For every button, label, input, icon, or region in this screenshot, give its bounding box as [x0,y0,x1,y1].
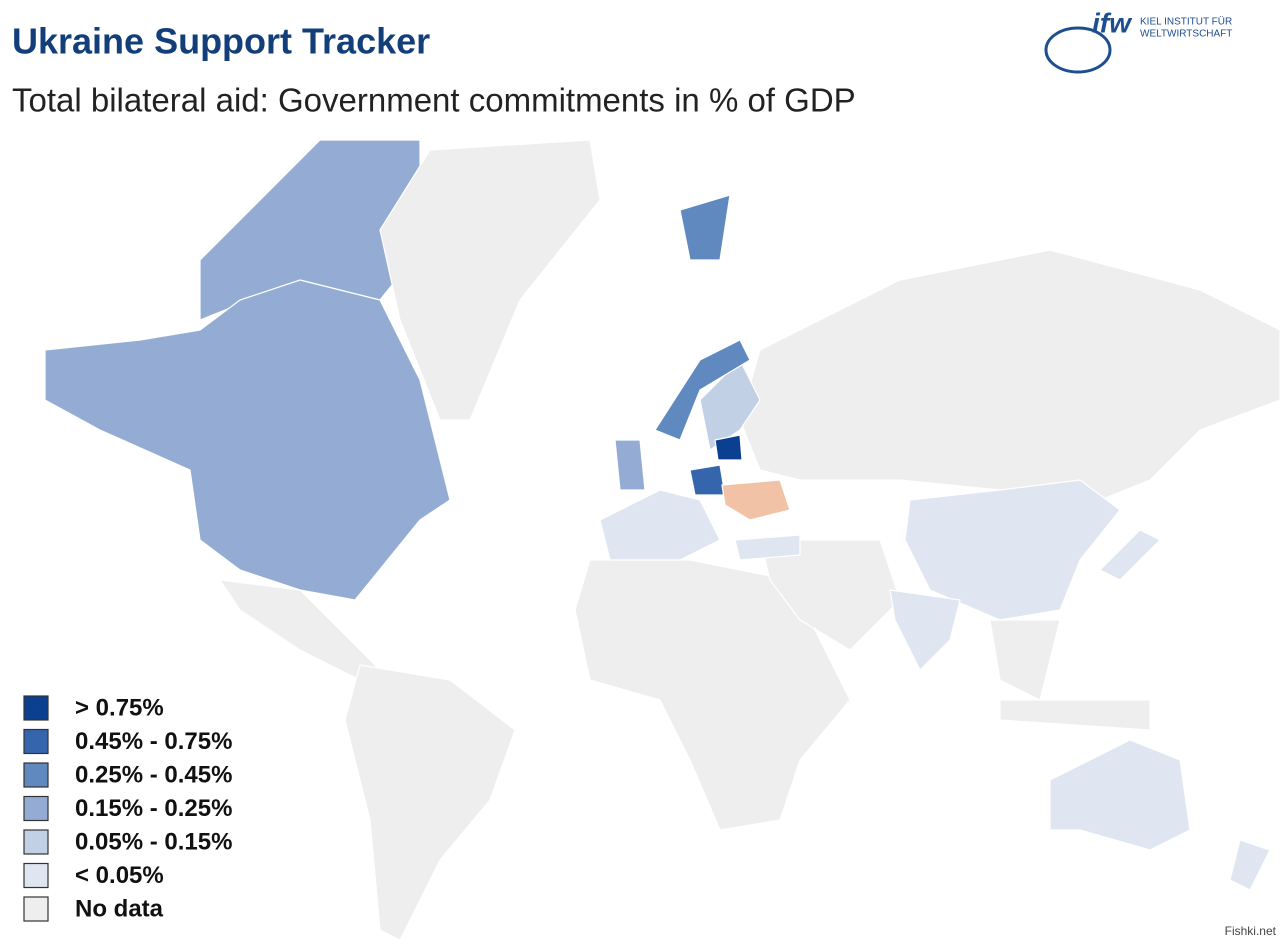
legend-swatch [23,728,49,755]
turkey [734,534,801,561]
legend-swatch [23,896,49,922]
russia [739,249,1280,501]
ukraine [721,479,791,521]
legend-swatch [23,829,49,855]
japan [1098,529,1162,581]
australia [1049,739,1191,851]
logo: ifw KIEL INSTITUT FÜR WELTWIRTSCHAFT [1044,7,1232,74]
poland [689,464,726,496]
subtitle: Total bilateral aid: Government commitme… [12,82,856,119]
legend-swatch [23,795,49,822]
southeast-asia [989,619,1061,701]
legend-label: 0.45% - 0.75% [75,728,232,755]
svalbard [679,194,731,261]
logo-globe [1044,26,1112,74]
legend-swatch [23,862,49,889]
legend: > 0.75% 0.45% - 0.75% 0.25% - 0.45% 0.15% -… [23,694,232,922]
united-kingdom [614,439,646,491]
baltics [714,434,743,461]
legend-label: > 0.75% [75,694,164,721]
legend-label: No data [75,895,164,922]
title: Ukraine Support Tracker [12,21,430,62]
legend-swatch [23,695,49,721]
china [904,479,1121,621]
world-map [44,139,1280,941]
south-america [344,664,516,941]
logo-line2: WELTWIRTSCHAFT [1140,29,1232,40]
legend-label: 0.25% - 0.45% [75,761,232,788]
greenland [379,139,601,421]
north-america [44,279,451,601]
logo-line1: KIEL INSTITUT FÜR [1140,16,1232,28]
norway [654,339,751,441]
watermark: Fishki.net [1225,924,1277,938]
indonesia [999,699,1151,731]
new-zealand [1229,839,1271,891]
legend-label: < 0.05% [75,862,164,889]
legend-label: 0.05% - 0.15% [75,828,232,855]
logo-mark: ifw [1092,7,1133,38]
legend-swatch [23,762,49,788]
legend-label: 0.15% - 0.25% [75,795,232,822]
western-europe [599,489,721,561]
india [889,589,961,672]
middle-east [759,539,901,651]
